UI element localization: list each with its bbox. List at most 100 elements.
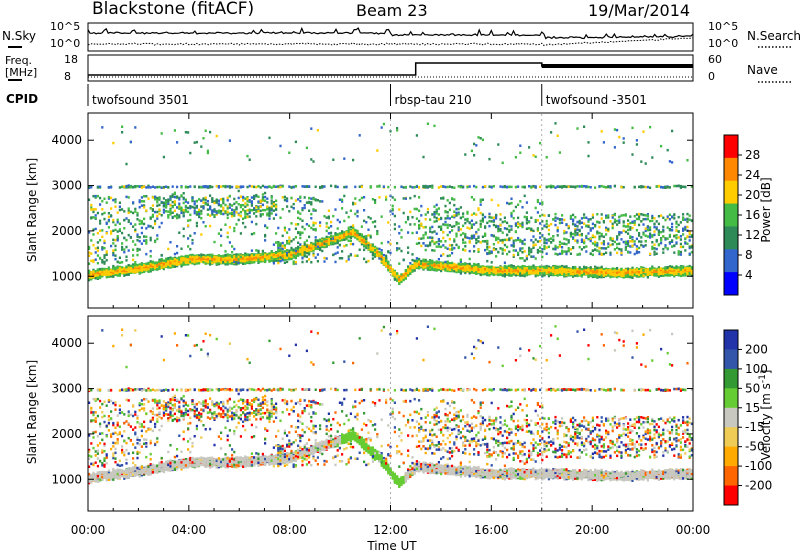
- noise-sky-line: [87, 26, 694, 40]
- power-cell: [191, 254, 194, 257]
- power-cell: [272, 254, 275, 257]
- power-cell: [290, 255, 293, 258]
- noise-search-trace: [87, 37, 694, 46]
- power-cell: [220, 209, 223, 213]
- power-cell: [270, 212, 273, 215]
- power-cell: [143, 217, 146, 221]
- power-cell: [305, 260, 308, 263]
- power-cell: [149, 264, 152, 268]
- power-cell: [158, 263, 161, 267]
- power-cell: [312, 252, 315, 255]
- power-cell: [222, 255, 225, 258]
- freq-right-label: Nave: [747, 63, 778, 77]
- power-cell: [158, 260, 161, 263]
- power-cell: [360, 233, 363, 236]
- power-cell: [154, 210, 157, 214]
- power-cell: [308, 185, 311, 188]
- power-cell: [112, 271, 115, 275]
- power-cell: [299, 212, 302, 215]
- power-cell: [121, 208, 124, 211]
- power-cell: [123, 274, 126, 277]
- power-cell: [321, 237, 324, 240]
- power-cell: [268, 212, 271, 216]
- power-cell: [283, 257, 286, 261]
- power-cell: [189, 151, 192, 155]
- power-cell: [338, 220, 341, 224]
- power-cell: [180, 194, 183, 197]
- power-cell: [103, 239, 106, 243]
- power-cell: [237, 258, 240, 261]
- power-cell: [233, 210, 236, 214]
- power-cell: [169, 259, 172, 263]
- power-cell: [319, 221, 322, 224]
- power-cell: [297, 223, 300, 226]
- power-cell: [213, 260, 216, 263]
- power-cell: [345, 233, 348, 236]
- power-cell: [105, 221, 108, 225]
- power-cell: [107, 215, 110, 219]
- power-cell: [204, 225, 207, 228]
- power-cell: [253, 260, 256, 263]
- power-cell: [193, 260, 196, 264]
- power-cell: [299, 233, 302, 236]
- power-cell: [88, 231, 91, 234]
- power-cell: [213, 210, 216, 213]
- power-cell: [316, 129, 319, 132]
- power-cell: [178, 198, 181, 201]
- power-cell: [235, 201, 238, 204]
- power-cell: [338, 257, 341, 260]
- power-cell: [261, 193, 264, 196]
- power-cell: [103, 217, 106, 221]
- power-cell: [158, 258, 161, 262]
- power-cell: [237, 189, 240, 193]
- power-cell: [143, 264, 146, 268]
- power-cell: [281, 252, 284, 256]
- power-cell: [323, 238, 326, 241]
- power-cell: [288, 242, 291, 245]
- power-cell: [165, 210, 168, 213]
- power-cell: [94, 208, 97, 211]
- power-cell: [132, 240, 135, 243]
- power-cell: [244, 254, 247, 257]
- power-cell: [114, 244, 117, 248]
- power-cell: [101, 208, 104, 211]
- power-cell: [343, 244, 346, 248]
- power-cell: [209, 194, 212, 197]
- power-cell: [288, 236, 291, 239]
- power-cell: [110, 232, 113, 235]
- power-cell: [347, 255, 350, 258]
- power-cell: [294, 236, 297, 239]
- power-cell: [215, 184, 218, 188]
- power-cell: [211, 253, 214, 257]
- power-cell: [189, 247, 192, 251]
- power-cell: [325, 243, 328, 246]
- power-cell: [308, 224, 311, 228]
- power-cell: [92, 270, 95, 273]
- power-cell: [123, 227, 126, 230]
- power-cell: [341, 207, 344, 210]
- power-cell: [154, 261, 157, 265]
- power-cell: [147, 264, 150, 268]
- power-cell: [105, 201, 108, 204]
- power-cell: [96, 211, 99, 215]
- power-cell: [209, 254, 212, 257]
- power-cell: [244, 202, 247, 205]
- power-cell: [316, 253, 319, 256]
- power-cell: [356, 237, 359, 241]
- power-cell: [352, 202, 355, 206]
- power-cell: [217, 209, 220, 212]
- power-cell: [330, 241, 333, 245]
- power-cell: [160, 266, 163, 270]
- power-cell: [338, 198, 341, 201]
- power-cell: [354, 232, 357, 236]
- power-cell: [272, 243, 275, 246]
- noise-panel: N.Sky 10^5 10^0 10^5 10^0 N.Search: [2, 20, 800, 52]
- power-cell: [358, 134, 361, 137]
- power-cell: [292, 256, 295, 259]
- power-cell: [187, 185, 190, 189]
- power-cell: [354, 202, 357, 205]
- power-cell: [314, 241, 317, 244]
- power-cell: [253, 253, 256, 256]
- power-cell: [180, 211, 183, 215]
- power-cell: [189, 253, 192, 257]
